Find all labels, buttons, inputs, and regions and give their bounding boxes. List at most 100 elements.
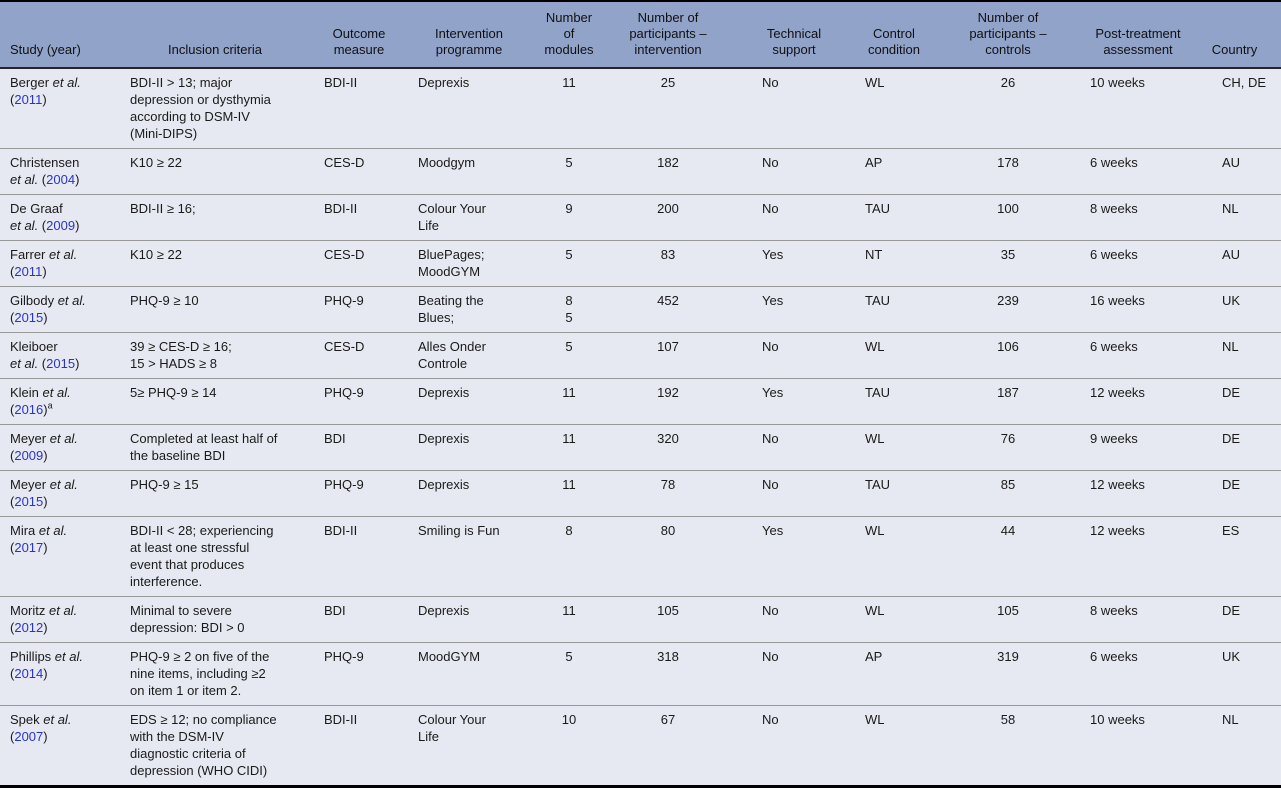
citation-year-link[interactable]: 2009 — [14, 448, 44, 463]
cell-participants-intervention: 105 — [608, 596, 728, 643]
et-al-text: et al. — [49, 431, 78, 446]
cell-participants-intervention: 192 — [608, 378, 728, 425]
cell-control-condition: WL — [860, 516, 928, 597]
citation-year-link[interactable]: 2015 — [14, 310, 44, 325]
cell-participants-intervention: 80 — [608, 516, 728, 597]
cell-study: Moritz et al. (2012) — [0, 596, 120, 643]
cell-number-of-modules: 11 — [530, 424, 608, 471]
cell-number-of-modules: 11 — [562, 75, 576, 90]
study-year-line: (2017) — [10, 540, 48, 555]
cell-country: DE — [1188, 378, 1281, 425]
study-year-line: (2011) — [10, 264, 47, 279]
column-header-post-treatment-assessment: Post-treatment assessment — [1088, 1, 1188, 69]
column-header-study: Study (year) — [0, 1, 120, 69]
cell-number-of-modules: 11 — [530, 378, 608, 425]
cell-inclusion-criteria: Completed at least half of the baseline … — [120, 424, 310, 471]
citation-year-link[interactable]: 2015 — [46, 356, 76, 371]
cell-control-condition: AP — [860, 148, 928, 195]
study-author-line: Gilbody et al. — [10, 293, 86, 308]
cell-country: DE — [1188, 596, 1281, 643]
cell-control-condition: WL — [860, 332, 928, 379]
study-author-line: Klein et al. — [10, 385, 71, 400]
cell-country: NL — [1188, 705, 1281, 787]
study-year-line: (2012) — [10, 620, 48, 635]
cell-number-of-modules: 9 — [530, 194, 608, 241]
table-row: Phillips et al. (2014) PHQ-9 ≥ 2 on five o… — [0, 642, 1281, 706]
cell-number-of-modules: 5 — [530, 642, 608, 706]
cell-participants-controls: 58 — [928, 705, 1088, 787]
citation-year-link[interactable]: 2017 — [14, 540, 44, 555]
table-row: De Graaf et al. (2009) BDI-II ≥ 16; BDI-II C… — [0, 194, 1281, 241]
study-author-line: Kleiboer — [10, 339, 58, 354]
cell-intervention-programme: Beating the Blues; — [408, 286, 530, 333]
table-body: Berger et al. (2011) BDI-II > 13; major de… — [0, 68, 1281, 787]
et-al-text: et al. — [42, 385, 71, 400]
cell-control-condition: TAU — [860, 378, 928, 425]
study-year-line: (2016)a — [10, 400, 53, 417]
cell-inclusion-criteria: Minimal to severe depression: BDI > 0 — [120, 596, 310, 643]
cell-study: Gilbody et al. (2015) — [0, 286, 120, 333]
cell-country: NL — [1188, 332, 1281, 379]
cell-country: DE — [1188, 470, 1281, 517]
column-header-participants-controls: Number of participants – controls — [928, 1, 1088, 69]
cell-control-condition: TAU — [860, 194, 928, 241]
study-year-line: (2007) — [10, 729, 48, 744]
table-row: Gilbody et al. (2015) PHQ-9 ≥ 10 PHQ-9 Beati… — [0, 286, 1281, 333]
cell-post-treatment-assessment: 10 weeks — [1090, 75, 1145, 90]
cell-technical-support: No — [728, 148, 860, 195]
citation-year-link[interactable]: 2016 — [14, 402, 44, 417]
cell-post-treatment-assessment: 12 weeks — [1088, 470, 1188, 517]
study-author-line: Christensen — [10, 155, 80, 170]
citation-year-link[interactable]: 2011 — [14, 264, 43, 279]
column-header-participants-intervention: Number of participants – intervention — [608, 1, 728, 69]
cell-participants-intervention: 320 — [608, 424, 728, 471]
cell-participants-controls: 76 — [928, 424, 1088, 471]
citation-year-link[interactable]: 2009 — [46, 218, 76, 233]
cell-post-treatment-assessment: 10 weeks — [1088, 705, 1188, 787]
cell-study: Mira et al. (2017) — [0, 516, 120, 597]
table-row: Moritz et al. (2012) Minimal to severe dep… — [0, 596, 1281, 643]
cell-outcome-measure: PHQ-9 — [310, 470, 408, 517]
cell-outcome-measure: CES-D — [310, 240, 408, 287]
citation-year-link[interactable]: 2014 — [14, 666, 44, 681]
citation-year-link[interactable]: 2007 — [14, 729, 44, 744]
et-al-text: et al. — [57, 293, 86, 308]
cell-study: Phillips et al. (2014) — [0, 642, 120, 706]
study-author-line: Farrer et al. — [10, 247, 78, 262]
cell-intervention-programme: Deprexis — [418, 75, 470, 90]
cell-participants-controls: 105 — [928, 596, 1088, 643]
et-al-text: et al. — [10, 172, 39, 187]
cell-intervention-programme: Smiling is Fun — [408, 516, 530, 597]
cell-intervention-programme: Deprexis — [408, 378, 530, 425]
cell-study: Farrer et al. (2011) — [0, 240, 120, 287]
cell-technical-support: Yes — [728, 286, 860, 333]
cell-technical-support: No — [728, 470, 860, 517]
cell-control-condition: AP — [860, 642, 928, 706]
cell-number-of-modules: 10 — [530, 705, 608, 787]
et-al-text: et al. — [49, 247, 78, 262]
cell-intervention-programme: Deprexis — [408, 596, 530, 643]
cell-outcome-measure: BDI-II — [310, 516, 408, 597]
table-row: Christensen et al. (2004) K10 ≥ 22 CES-D Moo… — [0, 148, 1281, 195]
cell-post-treatment-assessment: 6 weeks — [1088, 240, 1188, 287]
cell-participants-intervention: 182 — [608, 148, 728, 195]
cell-study: De Graaf et al. (2009) — [0, 194, 120, 241]
cell-post-treatment-assessment: 8 weeks — [1088, 194, 1188, 241]
cell-inclusion-criteria: EDS ≥ 12; no compliance with the DSM-IV … — [120, 705, 310, 787]
cell-study: Meyer et al. (2015) — [0, 470, 120, 517]
cell-inclusion-criteria: BDI-II < 28; experiencing at least one s… — [120, 516, 310, 597]
citation-year-link[interactable]: 2012 — [14, 620, 44, 635]
cell-outcome-measure: BDI — [310, 424, 408, 471]
study-author-line: Spek et al. — [10, 712, 72, 727]
citation-year-link[interactable]: 2004 — [46, 172, 76, 187]
citation-year-link[interactable]: 2011 — [14, 92, 43, 107]
cell-intervention-programme: BluePages; MoodGYM — [408, 240, 530, 287]
citation-year-link[interactable]: 2015 — [14, 494, 44, 509]
cell-technical-support: No — [728, 596, 860, 643]
cell-technical-support: No — [728, 194, 860, 241]
cell-control-condition: WL — [860, 705, 928, 787]
cell-country: ES — [1188, 516, 1281, 597]
table-row: Meyer et al. (2015) PHQ-9 ≥ 15 PHQ-9 Deprexi… — [0, 470, 1281, 517]
cell-study: Berger et al. (2011) — [0, 68, 120, 149]
